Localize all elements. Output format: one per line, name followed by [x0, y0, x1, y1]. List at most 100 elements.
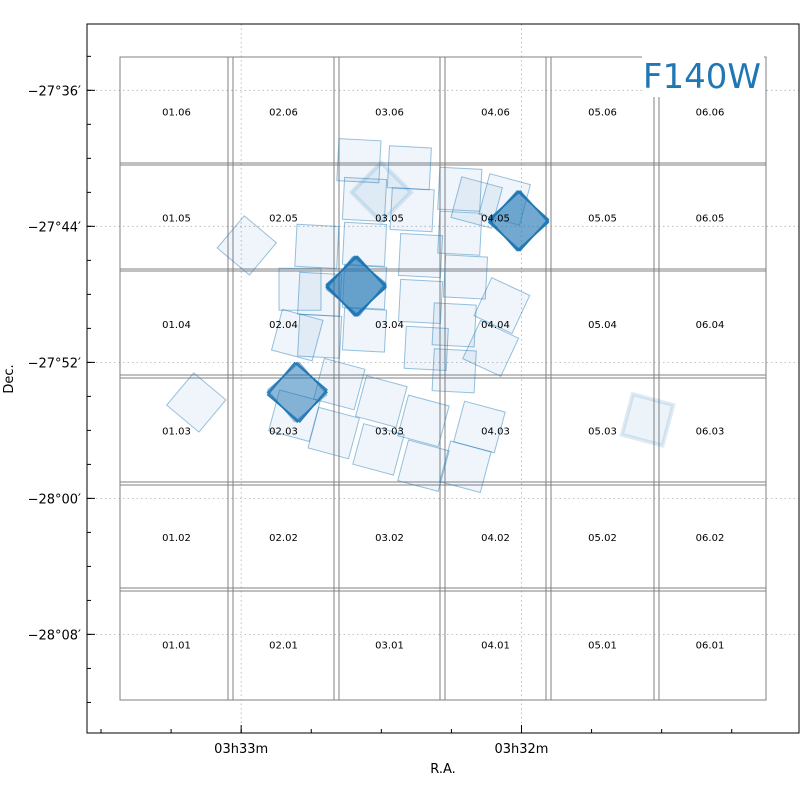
tile-label: 01.05: [162, 214, 191, 225]
mosaic-tile: [545, 56, 660, 166]
tile-label: 06.02: [696, 533, 725, 544]
tile-label: 02.04: [269, 320, 298, 331]
mosaic-tile: [545, 374, 660, 486]
pointing-footprint: [266, 361, 328, 423]
pointing-footprint: [473, 277, 531, 335]
pointing-footprint: [439, 440, 492, 494]
tile-label: 05.04: [588, 320, 617, 331]
tile-label: 01.06: [162, 108, 191, 119]
tile-label: 06.04: [696, 320, 725, 331]
mosaic-tile: [653, 481, 767, 592]
mosaic-tile: [653, 587, 767, 701]
tile-label: 06.03: [696, 427, 725, 438]
pointing-footprint: [297, 313, 343, 359]
pointing-footprint: [442, 254, 489, 300]
tile-label: 06.01: [696, 641, 725, 652]
mosaic-tile: [119, 56, 234, 166]
pointing-footprint: [487, 190, 550, 252]
pointing-footprint: [325, 255, 387, 317]
tick-layer: 03h33m 03h32m −27°36′ −27°44′ −27°52′ −28°00′…: [28, 55, 733, 757]
tile-label: 05.03: [588, 427, 617, 438]
y-tick-label: −28°00′: [28, 492, 81, 507]
pointing-footprint: [437, 166, 483, 212]
x-axis-label: R.A.: [430, 762, 456, 777]
mosaic-tile: [545, 268, 660, 379]
pointing-footprint: [341, 221, 388, 267]
tile-label: 02.02: [269, 533, 298, 544]
tile-label: 01.04: [162, 320, 191, 331]
footprint-layer: [165, 138, 676, 494]
tile-label: 04.03: [481, 427, 510, 438]
tile-label: 03.01: [375, 641, 404, 652]
mosaic-tile: [653, 162, 767, 272]
pointing-footprint: [348, 159, 414, 225]
tile-label: 04.04: [481, 320, 510, 331]
tile-label: 03.02: [375, 533, 404, 544]
pointing-footprint: [278, 267, 322, 311]
pointing-footprint: [397, 439, 450, 493]
y-tick-label: −28°08′: [28, 628, 81, 643]
tile-label: 01.02: [162, 533, 191, 544]
tile-label: 04.02: [481, 533, 510, 544]
mosaic-tile: [119, 162, 234, 272]
tile-label: 03.06: [375, 108, 404, 119]
pointing-footprint: [478, 173, 532, 226]
tile-label: 03.03: [375, 427, 404, 438]
tile-label: 02.06: [269, 108, 298, 119]
mosaic-tile: [439, 56, 552, 166]
pointing-footprint: [397, 232, 444, 279]
mosaic-tile: [439, 162, 552, 272]
x-tick-label: 03h32m: [494, 742, 548, 757]
title-background: [642, 55, 764, 97]
pointing-footprint: [403, 325, 449, 372]
y-tick-label: −27°44′: [28, 220, 81, 235]
pointing-footprint: [352, 423, 405, 476]
x-tick-label: 03h33m: [214, 742, 268, 757]
pointing-footprint: [268, 389, 321, 443]
tile-label: 02.05: [269, 214, 298, 225]
mosaic-tile: [119, 587, 234, 701]
mosaic-tile: [333, 162, 446, 272]
pointing-footprint: [294, 223, 340, 270]
tile-label: 04.05: [481, 214, 510, 225]
mosaic-tile: [227, 268, 340, 379]
pointing-footprint: [165, 372, 227, 433]
pointing-footprint: [270, 308, 324, 362]
pointing-footprint: [437, 210, 483, 256]
pointing-footprint: [312, 357, 366, 411]
pointing-footprint: [397, 278, 444, 325]
pointing-footprint: [431, 348, 477, 394]
tile-label: 02.01: [269, 641, 298, 652]
tile-layer: [119, 56, 767, 701]
mosaic-tile: [227, 587, 340, 701]
mosaic-tile: [333, 56, 446, 166]
pointing-footprint: [386, 145, 432, 191]
mosaic-tile: [333, 374, 446, 486]
pointing-footprint: [450, 176, 504, 229]
mosaic-tile: [439, 481, 552, 592]
tile-label: 06.06: [696, 108, 725, 119]
grid-layer: [87, 24, 799, 733]
pointing-footprint: [397, 394, 450, 448]
pointing-footprint: [453, 400, 506, 454]
pointing-footprint: [619, 391, 676, 448]
mosaic-tile: [119, 374, 234, 486]
pointing-footprint: [341, 307, 388, 353]
mosaic-tile: [227, 162, 340, 272]
mosaic-tile: [545, 587, 660, 701]
mosaic-tile: [439, 587, 552, 701]
tile-label: 02.03: [269, 427, 298, 438]
tile-label: 01.03: [162, 427, 191, 438]
mosaic-tile: [545, 481, 660, 592]
mosaic-tile: [227, 56, 340, 166]
plot-frame: [86, 23, 800, 734]
pointing-footprint: [341, 176, 388, 223]
mosaic-tile: [333, 587, 446, 701]
mosaic-tile: [227, 481, 340, 592]
pointing-footprint: [341, 264, 388, 310]
y-tick-label: −27°36′: [28, 84, 81, 99]
tile-label: 05.01: [588, 641, 617, 652]
tile-label: 03.04: [375, 320, 404, 331]
pointing-footprint: [389, 187, 435, 233]
